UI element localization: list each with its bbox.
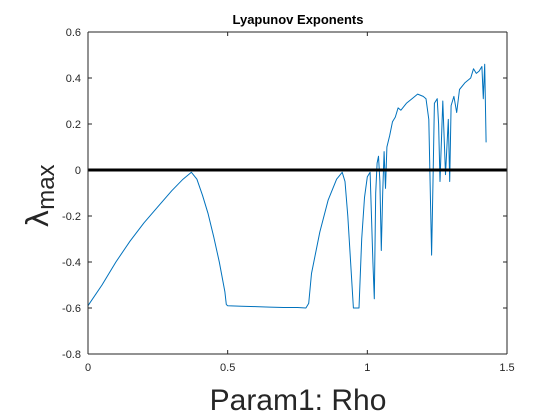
axis-ticks: 0 0.5 1 1.5 -0.8 -0.6 -0.4 -0.2 0 0.2 0.4 0.6 xyxy=(62,27,515,374)
y-axis-label: λmax xyxy=(21,164,60,227)
y-tick-label: -0.6 xyxy=(62,303,81,315)
series-line xyxy=(87,63,487,309)
y-axis-label-symbol: λ xyxy=(21,210,56,228)
x-tick-label: 0.5 xyxy=(220,362,235,374)
x-tick-label: 1.5 xyxy=(499,362,514,374)
chart-title: Lyapunov Exponents xyxy=(233,12,364,27)
plot-box xyxy=(87,31,508,355)
y-tick-label: -0.8 xyxy=(62,349,81,361)
series-layer xyxy=(87,63,487,309)
y-axis-label-subscript: max xyxy=(33,164,60,209)
plot-area xyxy=(88,32,507,354)
y-tick-label: -0.4 xyxy=(62,257,81,269)
x-tick-label: 1 xyxy=(364,362,370,374)
y-tick-label: 0.2 xyxy=(66,119,81,131)
x-axis-label: Param1: Rho xyxy=(210,384,387,417)
x-tick-label: 0 xyxy=(85,362,91,374)
y-tick-label: 0.4 xyxy=(66,73,81,85)
y-tick-label: 0 xyxy=(75,165,81,177)
y-tick-label: -0.2 xyxy=(62,211,81,223)
y-tick-label: 0.6 xyxy=(66,27,81,39)
